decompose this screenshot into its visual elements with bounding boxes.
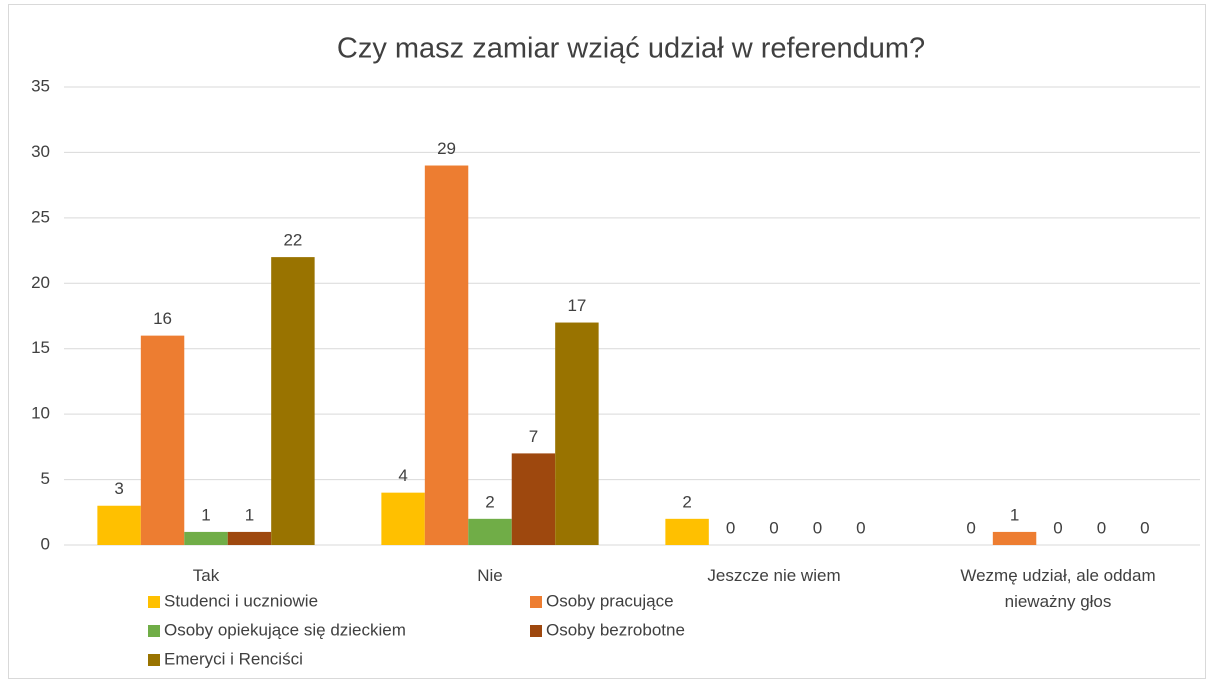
x-tick-label: Wezmę udział, ale oddam nieważny głos: [960, 566, 1155, 611]
legend-swatch: [148, 625, 160, 637]
data-label: 4: [398, 466, 407, 485]
y-tick-label: 5: [41, 469, 50, 488]
bar: [381, 492, 425, 545]
x-tick-label: Nie: [477, 566, 503, 585]
data-label: 2: [485, 492, 494, 511]
data-label: 29: [437, 139, 456, 158]
data-label: 1: [201, 505, 210, 524]
chart-title: Czy masz zamiar wziąć udział w referendu…: [337, 33, 925, 65]
y-tick-label: 25: [31, 207, 50, 226]
data-label: 22: [283, 231, 302, 250]
data-label: 0: [1053, 518, 1062, 537]
bar: [184, 531, 228, 545]
y-tick-label: 10: [31, 404, 50, 423]
legend-swatch: [530, 625, 542, 637]
bar: [227, 531, 272, 545]
data-label: 3: [114, 479, 123, 498]
y-tick-label: 35: [31, 76, 50, 95]
bar: [140, 335, 185, 545]
legend-swatch: [530, 596, 542, 608]
legend-label: Studenci i uczniowie: [164, 591, 318, 610]
legend-label: Emeryci i Renciści: [164, 649, 303, 668]
y-tick-label: 30: [31, 142, 50, 161]
y-tick-label: 0: [41, 534, 50, 553]
legend-swatch: [148, 596, 160, 608]
data-label: 0: [769, 518, 778, 537]
legend-label: Osoby bezrobotne: [546, 620, 685, 639]
bar: [555, 322, 599, 545]
data-label: 0: [726, 518, 735, 537]
data-label: 0: [856, 518, 865, 537]
data-label: 17: [567, 296, 586, 315]
bar: [97, 505, 141, 545]
y-tick-label: 20: [31, 273, 50, 292]
data-label: 16: [153, 309, 172, 328]
data-label: 2: [682, 492, 691, 511]
bar: [665, 518, 709, 545]
data-label: 0: [1140, 518, 1149, 537]
bar: [992, 531, 1037, 545]
bar: [424, 165, 469, 545]
legend-label: Osoby opiekujące się dzieckiem: [164, 620, 406, 639]
bar: [271, 257, 315, 545]
chart-border: [8, 4, 1206, 679]
bar: [511, 453, 556, 545]
data-label: 1: [245, 505, 254, 524]
data-label: 0: [966, 518, 975, 537]
x-tick-label: Tak: [193, 566, 220, 585]
data-label: 7: [529, 427, 538, 446]
data-label: 0: [1097, 518, 1106, 537]
y-tick-label: 15: [31, 338, 50, 357]
legend-swatch: [148, 654, 160, 666]
x-tick-label: Jeszcze nie wiem: [707, 566, 840, 585]
legend-label: Osoby pracujące: [546, 591, 674, 610]
bar: [468, 518, 512, 545]
data-label: 1: [1010, 505, 1019, 524]
data-label: 0: [813, 518, 822, 537]
